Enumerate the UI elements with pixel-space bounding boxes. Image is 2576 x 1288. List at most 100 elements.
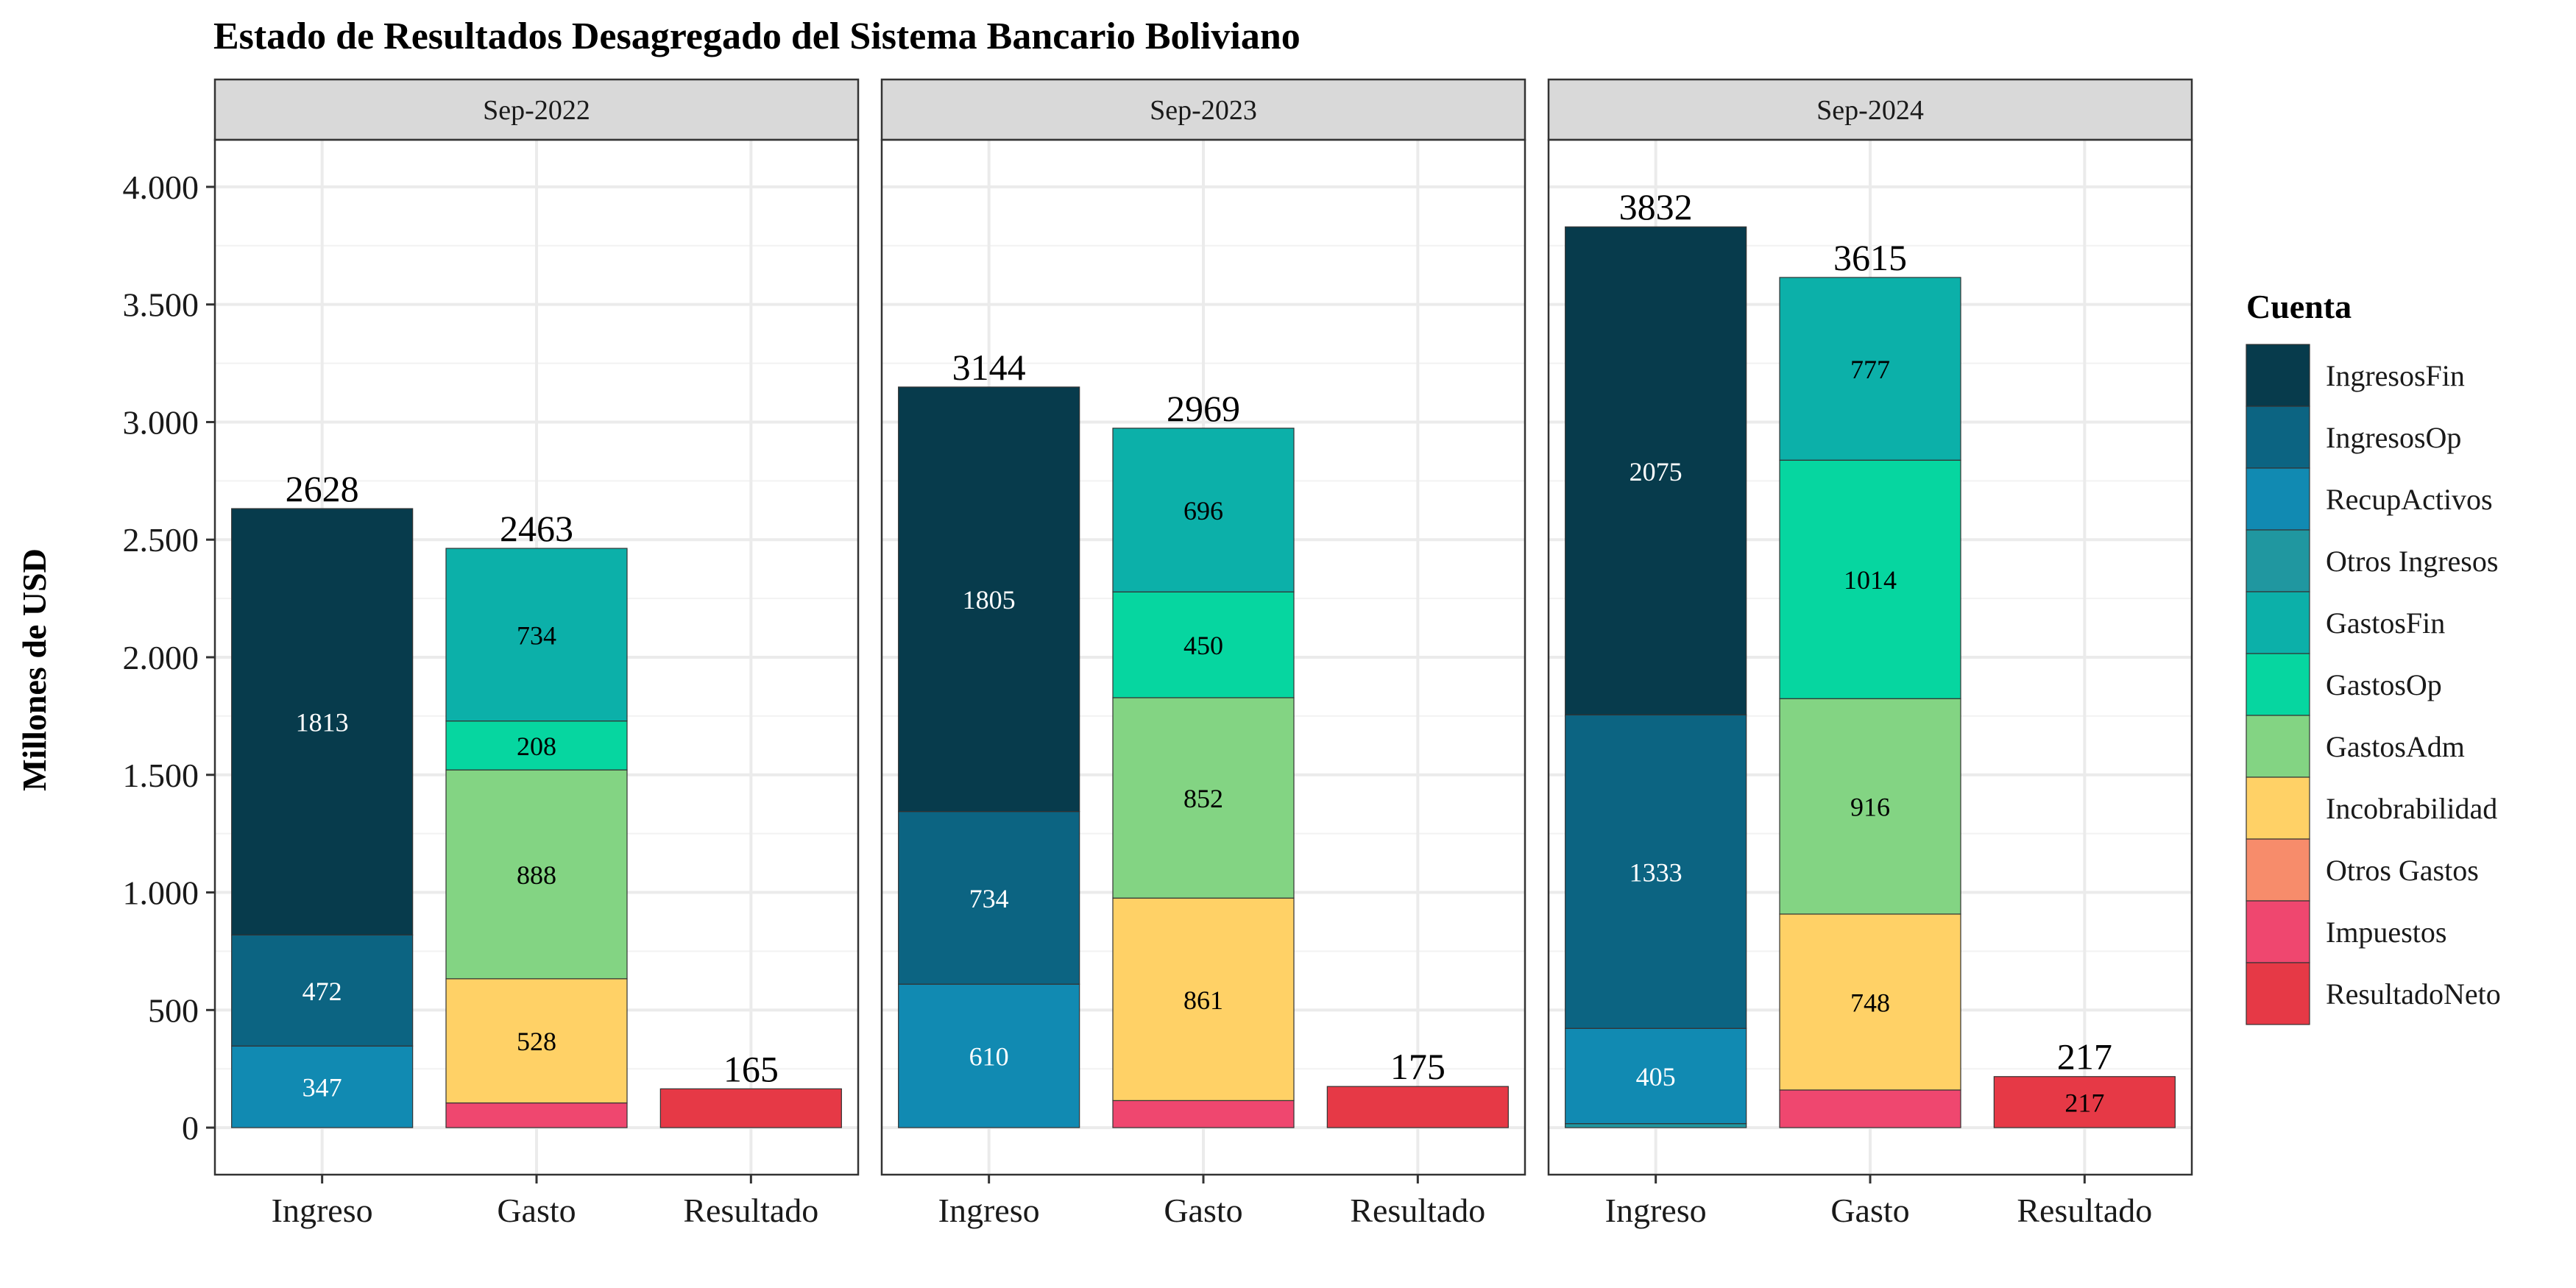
bar-segment-gastosfin (445, 548, 628, 722)
segment-value-label: 528 (517, 1027, 556, 1056)
bar-total-label: 175 (1390, 1046, 1446, 1087)
bar-segment-ingresosop (1565, 714, 1747, 1029)
legend-label: GastosOp (2326, 668, 2442, 701)
legend-title: Cuenta (2246, 288, 2352, 325)
legend-label: GastosFin (2326, 606, 2445, 640)
facet-panel-sep-2022: Sep-2022 347 472 1813 2628 528 888 208 734 2463 16… (213, 78, 860, 1229)
y-tick-label: 2.500 (123, 521, 199, 559)
x-tick-label: Gasto (1830, 1192, 1909, 1229)
x-tick-label: Ingreso (938, 1192, 1040, 1229)
segment-value-label: 861 (1183, 986, 1223, 1015)
facet-strip (213, 78, 860, 141)
bar-ingreso: 405 1333 2075 3832 (1565, 186, 1747, 1128)
facet-strip (1547, 78, 2193, 141)
bar-gasto: 748 916 1014 777 3615 (1779, 237, 1961, 1128)
facet-strip-label: Sep-2022 (483, 95, 590, 126)
legend-key (2246, 653, 2310, 716)
bar-total-label: 3144 (952, 347, 1026, 388)
bar-segment-recupactivos (898, 983, 1080, 1128)
bar-segment-gastosop (445, 720, 628, 771)
segment-value-label: 696 (1183, 496, 1223, 526)
facet-strip (880, 78, 1526, 141)
bar-ingreso: 610 734 1805 3144 (898, 347, 1080, 1128)
legend-label: IngresosFin (2326, 359, 2465, 392)
legend-item-otros-gastos: Otros Gastos (2246, 838, 2479, 902)
bar-segment-gastosfin (1779, 277, 1961, 461)
y-tick-label: 1.500 (123, 757, 199, 794)
x-tick-label: Resultado (1350, 1192, 1485, 1229)
legend-item-incobrabilidad: Incobrabilidad (2246, 776, 2497, 840)
legend-key (2246, 344, 2310, 407)
legend-key (2246, 838, 2310, 902)
x-tick-label: Resultado (2017, 1192, 2152, 1229)
bar-segment-resultadoneto (1326, 1086, 1509, 1128)
legend-item-ingresosop: IngresosOp (2246, 406, 2461, 469)
legend-label: RecupActivos (2326, 483, 2493, 516)
legend-key (2246, 406, 2310, 469)
bar-segment-incobrabilidad (1112, 897, 1295, 1101)
legend-key (2246, 776, 2310, 840)
bar-segment-impuestos (1779, 1089, 1961, 1128)
legend-item-resultadoneto: ResultadoNeto (2246, 962, 2501, 1025)
bar-segment-ingresosop (231, 934, 414, 1047)
bar-ingreso: 347 472 1813 2628 (231, 468, 414, 1128)
segment-value-label: 734 (517, 620, 556, 650)
segment-value-label: 450 (1183, 631, 1223, 660)
legend-key (2246, 715, 2310, 778)
legend-label: ResultadoNeto (2326, 977, 2501, 1011)
bar-segment-incobrabilidad (1779, 913, 1961, 1091)
segment-value-label: 888 (517, 860, 556, 890)
bar-segment-ingresosop (898, 811, 1080, 985)
bar-segment-impuestos (445, 1102, 628, 1128)
bar-segment-gastosadm (1112, 697, 1295, 899)
y-tick-label: 0 (182, 1109, 199, 1147)
segment-value-label: 852 (1183, 784, 1223, 813)
segment-value-label: 1805 (963, 585, 1016, 615)
x-tick-label: Gasto (1164, 1192, 1242, 1229)
bar-total-label: 3832 (1619, 186, 1693, 227)
bar-total-label: 2463 (500, 508, 573, 549)
x-tick-label: Gasto (497, 1192, 576, 1229)
segment-value-label: 748 (1850, 988, 1890, 1017)
y-tick-label: 3.000 (123, 403, 199, 441)
segment-value-label: 405 (1636, 1062, 1676, 1091)
x-tick-label: Ingreso (1605, 1192, 1707, 1229)
x-tick-label: Resultado (683, 1192, 818, 1229)
legend-label: GastosAdm (2326, 730, 2465, 763)
legend-item-recupactivos: RecupActivos (2246, 467, 2493, 531)
segment-value-label: 2075 (1630, 457, 1682, 486)
bar-segment-impuestos (1112, 1100, 1295, 1128)
facet-panel-sep-2024: Sep-2024 405 1333 2075 3832 748 916 1014 777 3615… (1547, 78, 2193, 1229)
bar-segment-ingresosfin (1565, 226, 1747, 715)
segment-value-label: 347 (302, 1073, 342, 1103)
bar-segment-resultadoneto (1993, 1076, 2176, 1128)
legend-label: Impuestos (2326, 916, 2446, 949)
bar-resultado: 175 (1326, 1046, 1509, 1128)
x-tick-label: Ingreso (272, 1192, 373, 1229)
bar-segment-ingresosfin (231, 508, 414, 935)
legend-item-gastosadm: GastosAdm (2246, 715, 2465, 778)
legend-key (2246, 529, 2310, 592)
legend-item-gastosop: GastosOp (2246, 653, 2442, 716)
y-tick-label: 1.000 (123, 874, 199, 912)
legend-item-impuestos: Impuestos (2246, 900, 2446, 963)
bar-segment-otros-ingresos (1565, 1123, 1747, 1128)
bar-segment-recupactivos (231, 1045, 414, 1128)
y-tick-label: 2.000 (123, 639, 199, 676)
legend-item-gastosfin: GastosFin (2246, 591, 2445, 654)
bar-segment-recupactivos (1565, 1027, 1747, 1125)
facet-strip-label: Sep-2023 (1150, 95, 1257, 126)
bar-segment-ingresosfin (898, 386, 1080, 813)
y-tick-label: 3.500 (123, 286, 199, 324)
legend-item-ingresosfin: IngresosFin (2246, 344, 2465, 407)
facet-strip-label: Sep-2024 (1816, 95, 1924, 126)
bar-segment-gastosop (1112, 591, 1295, 698)
bar-segment-gastosadm (1779, 698, 1961, 915)
segment-value-label: 916 (1850, 793, 1890, 822)
legend: Cuenta IngresosFin IngresosOp RecupActivos O… (2246, 288, 2501, 1025)
bar-gasto: 528 888 208 734 2463 (445, 508, 628, 1128)
bar-segment-incobrabilidad (445, 978, 628, 1104)
legend-label: Otros Gastos (2326, 854, 2479, 887)
segment-value-label: 1014 (1844, 565, 1897, 595)
